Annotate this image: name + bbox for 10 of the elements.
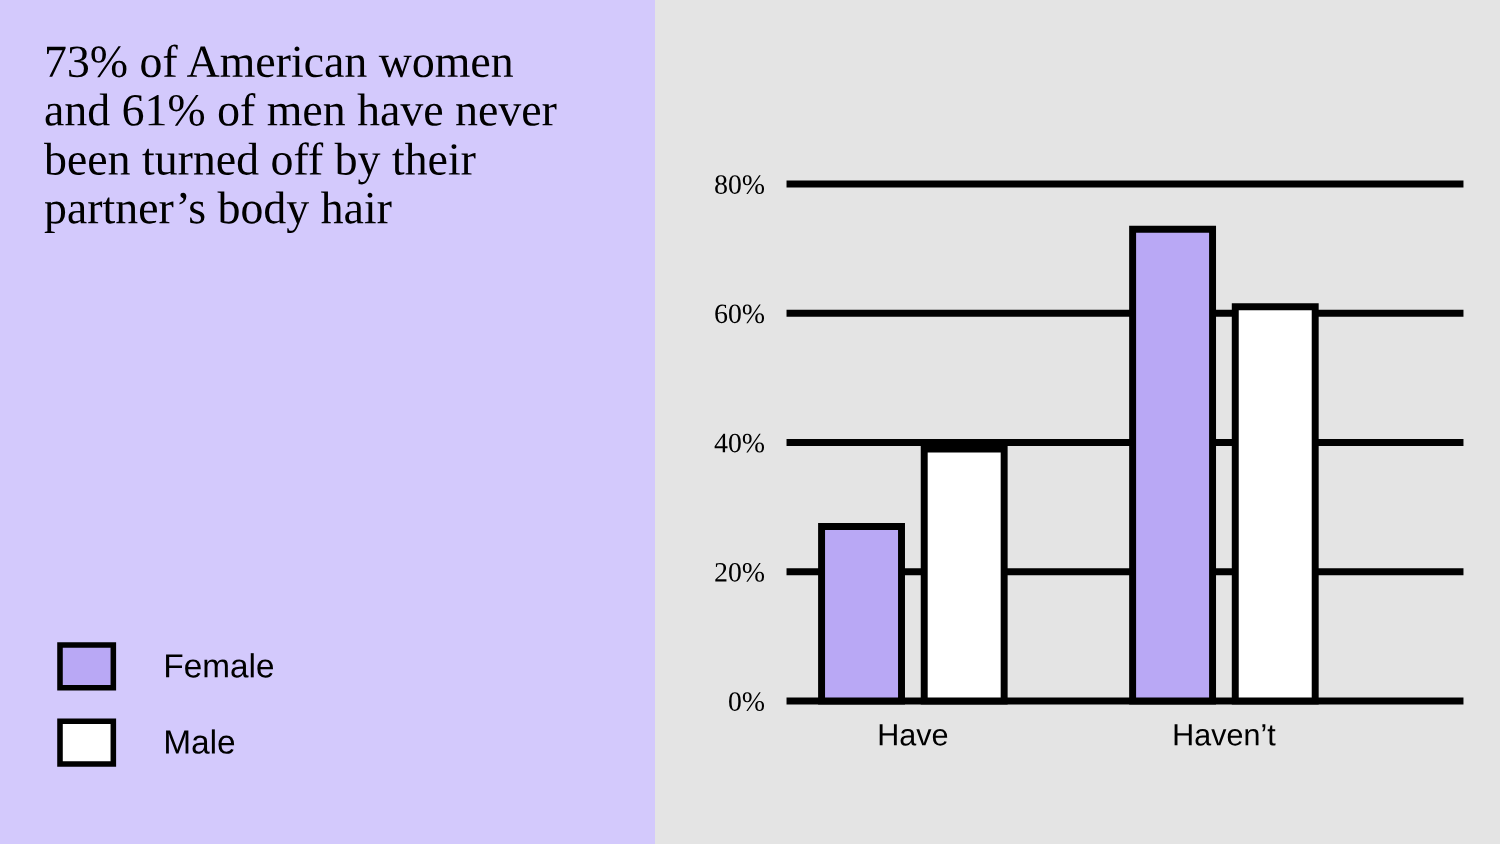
x-tick-label: Haven’t — [1174, 724, 1276, 746]
text: 73% of American women and 61% of men have never been turned off by their partner’s body hair — [44, 44, 557, 234]
y-tick-label: 40% — [714, 433, 765, 453]
legend-label: Female — [166, 653, 273, 678]
y-tick-label: 60% — [715, 304, 765, 324]
y-tick-label: 20% — [715, 562, 765, 582]
x-tick-label: Have — [879, 724, 948, 746]
legend-label: Male — [166, 729, 235, 754]
y-tick-label: 80% — [715, 175, 765, 194]
y-tick-label: 0% — [729, 692, 765, 711]
